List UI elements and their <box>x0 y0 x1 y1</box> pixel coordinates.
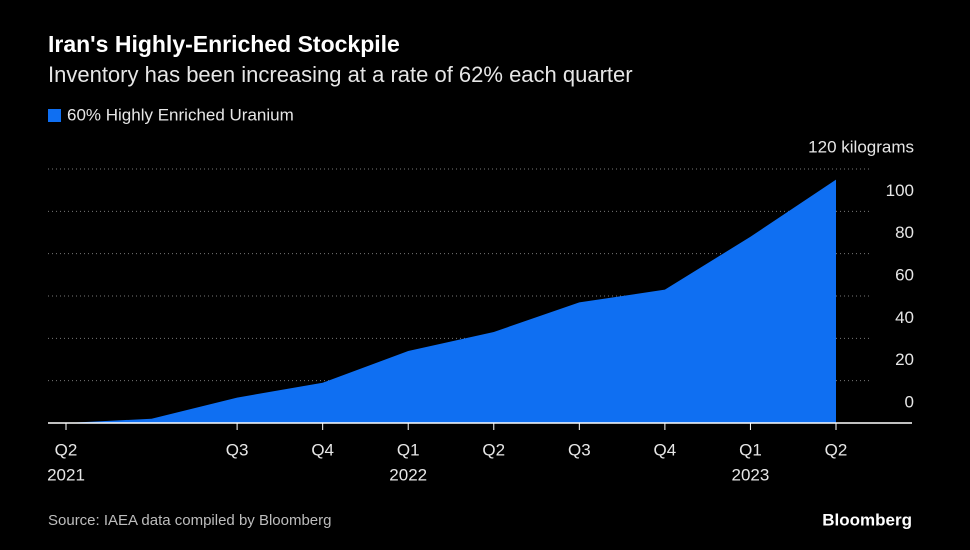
y-tick-label: 80 <box>895 223 914 242</box>
x-tick-label: Q2 <box>825 440 848 459</box>
x-tick-label: Q4 <box>311 440 334 459</box>
x-tick-label: Q2 <box>482 440 505 459</box>
y-tick-label: 60 <box>895 265 914 284</box>
y-tick-label: 20 <box>895 350 914 369</box>
x-year-label: 2021 <box>47 465 85 484</box>
x-tick-label: Q3 <box>568 440 591 459</box>
y-tick-label: 120 kilograms <box>808 137 914 156</box>
x-tick-label: Q1 <box>397 440 420 459</box>
x-tick-label: Q1 <box>739 440 762 459</box>
x-year-label: 2023 <box>732 465 770 484</box>
legend-label: 60% Highly Enriched Uranium <box>67 105 294 124</box>
chart-title: Iran's Highly-Enriched Stockpile <box>48 31 400 57</box>
x-year-label: 2022 <box>389 465 427 484</box>
source: Source: IAEA data compiled by Bloomberg <box>48 512 332 529</box>
legend-swatch <box>48 109 61 122</box>
y-tick-label: 40 <box>895 308 914 327</box>
area <box>66 179 836 423</box>
brand: Bloomberg <box>822 510 912 529</box>
y-tick-label: 0 <box>905 392 914 411</box>
x-tick-label: Q2 <box>55 440 78 459</box>
chart-subtitle: Inventory has been increasing at a rate … <box>48 62 633 87</box>
x-tick-label: Q4 <box>654 440 677 459</box>
y-tick-label: 100 <box>886 181 914 200</box>
x-tick-label: Q3 <box>226 440 249 459</box>
